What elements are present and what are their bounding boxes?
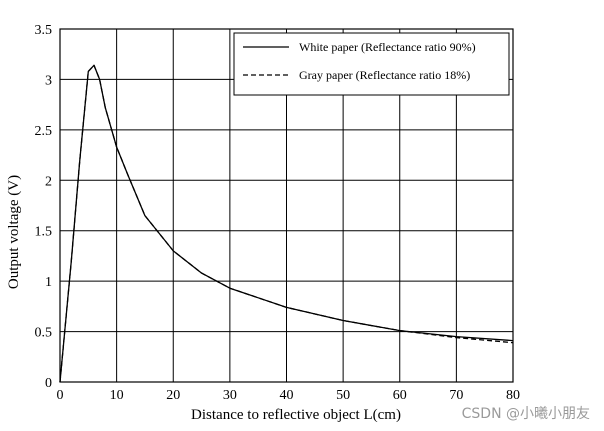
legend-label-white-paper: White paper (Reflectance ratio 90%) [299,40,476,54]
x-axis-label: Distance to reflective object L(cm) [191,407,401,423]
x-tick-label: 50 [336,388,350,403]
x-tick-label: 70 [449,388,463,403]
series-line-gray-paper [59,64,514,383]
y-tick-labels: 0 0.5 1 1.5 2 2.5 3 3.5 [35,23,53,391]
x-tick-labels: 0 10 20 30 40 50 60 70 80 [57,388,521,403]
x-tick-label: 40 [280,388,294,403]
x-tick-label: 60 [393,388,407,403]
y-tick-label: 2.5 [35,124,53,139]
y-tick-label: 0 [45,376,52,391]
y-tick-label: 3 [45,73,52,88]
plot-frame [59,28,514,383]
legend-label-gray-paper: Gray paper (Reflectance ratio 18%) [299,68,470,82]
legend: White paper (Reflectance ratio 90%) Gray… [233,32,510,96]
y-tick-label: 3.5 [35,23,53,38]
legend-box [233,32,510,96]
series-lines [59,64,514,383]
x-tick-label: 80 [506,388,520,403]
x-tick-label: 30 [223,388,237,403]
y-tick-label: 2 [45,174,52,189]
x-tick-label: 0 [57,388,64,403]
x-tick-label: 20 [166,388,180,403]
y-tick-label: 1.5 [35,225,53,240]
y-axis-label: Output voltage (V) [6,175,22,289]
y-tick-label: 0.5 [35,326,53,341]
watermark: CSDN @小曦小朋友 [462,406,590,422]
y-tick-label: 1 [45,275,52,290]
x-tick-label: 10 [110,388,124,403]
